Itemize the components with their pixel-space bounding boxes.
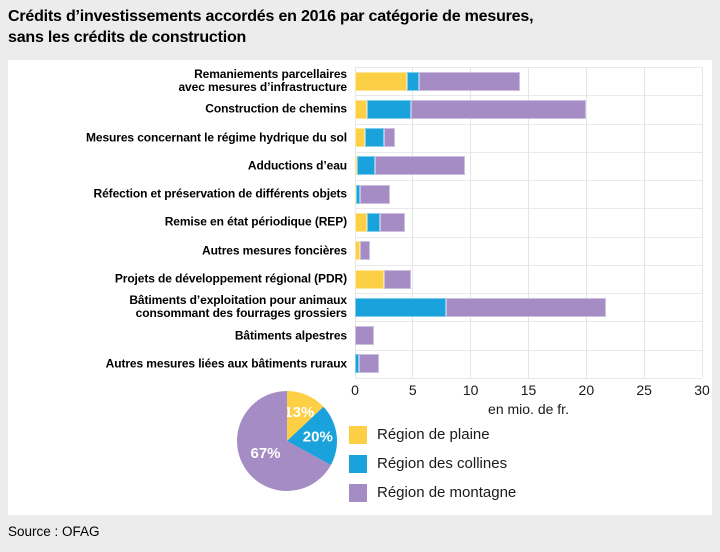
legend: Région de plaine Région des collines Régio…: [349, 426, 516, 513]
x-axis-tick-label: 30: [694, 382, 710, 398]
bar-row: Autres mesures liées aux bâtiments rurau…: [8, 350, 712, 378]
bar-segment: [355, 212, 367, 232]
bar-row: Remaniements parcellaires avec mesures d…: [8, 67, 712, 95]
bar-row: Remise en état périodique (REP): [8, 208, 712, 236]
category-label: Projets de développement régional (PDR): [114, 271, 347, 286]
category-label: Adductions d’eau: [247, 158, 347, 173]
category-label: Bâtiments d’exploitation pour animaux co…: [129, 293, 347, 321]
gridline-vertical: [470, 67, 472, 378]
bar-segment: [355, 71, 408, 91]
source-note: Source : OFAG: [8, 524, 100, 539]
bar-rows: Remaniements parcellaires avec mesures d…: [8, 67, 712, 378]
bar-segment: [355, 99, 367, 119]
bar-segment: [355, 297, 447, 317]
bar-segment: [359, 354, 379, 374]
bar-segment: [359, 241, 371, 261]
category-label: Mesures concernant le régime hydrique du…: [85, 130, 347, 145]
category-label: Remaniements parcellaires avec mesures d…: [178, 67, 347, 95]
x-axis-tick-label: 15: [520, 382, 537, 398]
bar-segment: [356, 184, 360, 204]
bar-row: Bâtiments alpestres: [8, 321, 712, 349]
category-label: Autres mesures liées aux bâtiments rurau…: [105, 356, 347, 371]
gridline-vertical: [528, 67, 529, 378]
bar-segment: [355, 354, 360, 374]
bar-segment: [446, 297, 606, 317]
pie-slice-label: 20%: [303, 429, 333, 446]
legend-item: Région de montagne: [349, 484, 516, 502]
pie-slice-label: 67%: [250, 445, 280, 462]
pie-slice: [287, 391, 324, 441]
bar-segment: [410, 99, 587, 119]
legend-swatch: [349, 455, 367, 473]
bar-row: Construction de chemins: [8, 95, 712, 123]
gridline-horizontal: [355, 378, 702, 379]
category-label: Réfection et préservation de différents …: [93, 186, 348, 201]
bar-row: Bâtiments d’exploitation pour animaux co…: [8, 293, 712, 321]
gridline-vertical: [585, 67, 587, 378]
bar-row: Mesures concernant le régime hydrique du…: [8, 124, 712, 152]
category-label: Construction de chemins: [205, 101, 347, 116]
bar-segment: [366, 99, 411, 119]
pie-slice: [287, 406, 338, 466]
category-label: Autres mesures foncières: [202, 243, 347, 258]
pie-slice: [237, 391, 331, 491]
x-axis-tick-label: 0: [351, 382, 359, 398]
bar-segment: [355, 128, 366, 148]
bar-row: Projets de développement régional (PDR): [8, 265, 712, 293]
legend-label: Région de plaine: [377, 426, 490, 443]
bar-segment: [418, 71, 521, 91]
bar-segment: [383, 128, 396, 148]
legend-item: Région de plaine: [349, 426, 516, 444]
x-axis: 0 5 10 15 20 25 30: [351, 382, 710, 398]
category-label: Remise en état périodique (REP): [164, 214, 347, 229]
legend-label: Région des collines: [377, 455, 508, 472]
bar-segment: [357, 156, 375, 176]
bar-segment: [365, 128, 384, 148]
legend-label: Région de montagne: [377, 484, 517, 501]
gridline-vertical: [701, 67, 703, 378]
x-axis-unit-label: en mio. de fr.: [488, 401, 569, 417]
bar-segment: [355, 269, 384, 289]
bar-segment: [407, 71, 419, 91]
gridline-vertical: [643, 67, 645, 378]
bar-row: Réfection et préservation de différents …: [8, 180, 712, 208]
bar-segment: [359, 184, 390, 204]
legend-swatch: [349, 426, 367, 444]
gridline-vertical: [412, 67, 414, 378]
x-axis-tick-label: 25: [636, 382, 652, 398]
bar-segment: [355, 241, 360, 261]
chart-title: Crédits d’investissements accordés en 20…: [8, 8, 534, 46]
bar-row: Autres mesures foncières: [8, 237, 712, 265]
x-axis-tick-label: 5: [408, 382, 417, 398]
x-axis-tick-label: 10: [462, 382, 479, 398]
pie-chart: 13% 20% 67%: [237, 391, 338, 491]
x-axis-tick-label: 20: [578, 382, 595, 398]
category-label: Bâtiments alpestres: [234, 328, 347, 343]
bar-row: Adductions d’eau: [8, 152, 712, 180]
legend-item: Région des collines: [349, 455, 516, 473]
legend-swatch: [349, 484, 367, 502]
pie-slice-label: 13%: [284, 404, 314, 421]
chart-panel: Remaniements parcellaires avec mesures d…: [8, 60, 712, 515]
bar-segment: [383, 269, 411, 289]
bar-segment: [374, 156, 465, 176]
bar-segment: [355, 326, 374, 346]
bar-segment: [366, 212, 381, 232]
bar-segment: [355, 156, 358, 176]
bar-segment: [380, 212, 405, 232]
